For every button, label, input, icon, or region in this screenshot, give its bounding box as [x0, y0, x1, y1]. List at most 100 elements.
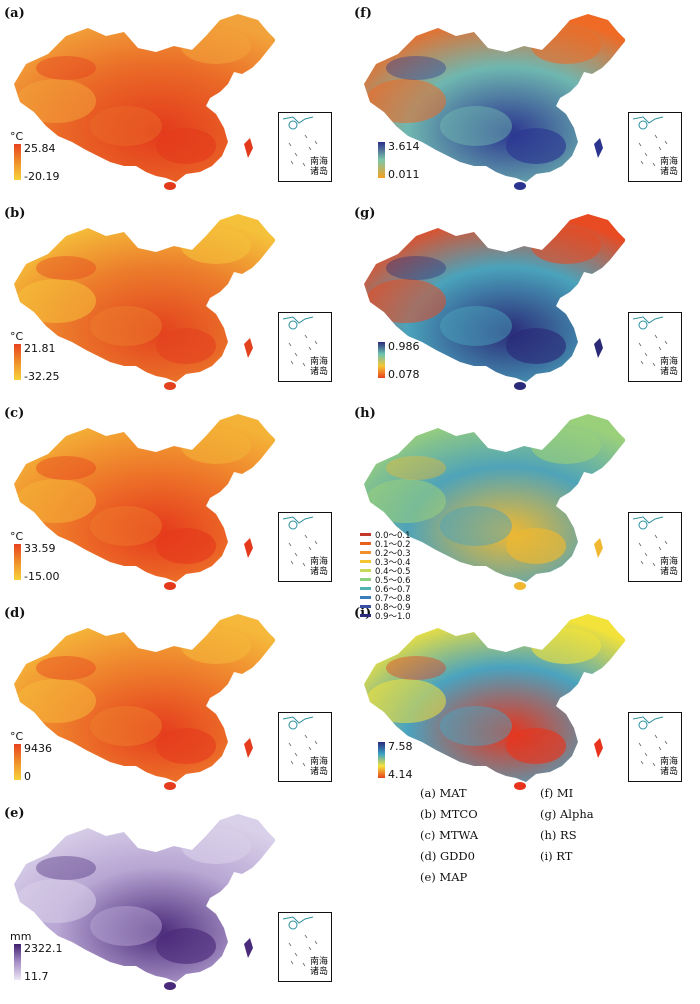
taiwan-island	[244, 338, 253, 358]
key-item: (c) MTWA	[420, 828, 479, 842]
legend-max-value: 7.58	[388, 740, 413, 753]
taiwan-island	[594, 338, 603, 358]
legend-color-bar	[14, 344, 21, 380]
class-legend-item: 0.3～0.4	[360, 557, 411, 568]
panel-label: (e)	[4, 806, 25, 821]
key-item: (i) RT	[540, 849, 573, 863]
color-legend: mm 2322.1 11.7	[10, 930, 80, 990]
panel-label: (a)	[4, 6, 25, 21]
color-legend: °C 33.59 -15.00	[10, 530, 80, 590]
china-map	[364, 614, 625, 790]
legend-max-value: 25.84	[24, 142, 56, 155]
class-legend-swatch	[360, 587, 371, 590]
taiwan-island	[244, 538, 253, 558]
taiwan-island	[594, 538, 603, 558]
south-china-sea-inset: 南海 诸岛	[278, 712, 332, 782]
class-legend-swatch	[360, 542, 371, 545]
china-map	[14, 214, 275, 390]
color-legend: °C 9436 0	[10, 730, 80, 790]
hainan-island	[164, 782, 176, 790]
china-map	[364, 414, 625, 590]
legend-min-value: 0	[24, 770, 31, 783]
class-legend-swatch	[360, 569, 371, 572]
inset-label: 南海 诸岛	[310, 357, 328, 377]
class-legend-label: 0.1～0.2	[375, 539, 411, 550]
taiwan-island	[244, 138, 253, 158]
legend-min-value: -32.25	[24, 370, 60, 383]
legend-max-value: 0.986	[388, 340, 420, 353]
south-china-sea-inset: 南海 诸岛	[628, 112, 682, 182]
map-panel-e: (e) 南海 诸岛 mm 2322.1 11.7	[0, 800, 340, 995]
color-legend: 3.614 0.011	[374, 140, 444, 200]
inset-label-line: 南海	[309, 157, 328, 167]
legend-color-bar	[378, 342, 385, 378]
key-item: (h) RS	[540, 828, 577, 842]
map-panel-f: (f) 南海 诸岛 3.614 0.011	[350, 0, 690, 195]
class-legend-item: 0.9～1.0	[360, 611, 411, 622]
legend-max-value: 21.81	[24, 342, 56, 355]
legend-unit: °C	[10, 130, 24, 143]
hainan-island	[164, 982, 176, 990]
legend-max-value: 33.59	[24, 542, 56, 555]
legend-unit: °C	[10, 530, 24, 543]
panel-label: (d)	[4, 606, 26, 621]
class-legend-item: 0.8～0.9	[360, 602, 411, 613]
inset-label-line: 南海	[309, 957, 328, 967]
class-legend-label: 0.2～0.3	[375, 548, 411, 559]
taiwan-island	[244, 738, 253, 758]
key-item: (e) MAP	[420, 870, 468, 884]
color-legend: 7.58 4.14	[374, 740, 444, 800]
hainan-island	[164, 582, 176, 590]
key-item: (b) MTCO	[420, 807, 478, 821]
class-legend-item: 0.7～0.8	[360, 593, 411, 604]
south-china-sea-inset: 南海 诸岛	[628, 512, 682, 582]
color-legend: 0.986 0.078	[374, 340, 444, 400]
inset-label: 南海 诸岛	[310, 157, 328, 177]
class-legend-item: 0.6～0.7	[360, 584, 411, 595]
panel-label: (i)	[354, 606, 371, 621]
map-panel-d: (d) 南海 诸岛 °C 9436 0	[0, 600, 340, 795]
inset-label: 南海 诸岛	[660, 357, 678, 377]
hainan-island	[514, 782, 526, 790]
map-panel-h: (h) 南海 诸岛	[350, 400, 690, 595]
class-legend-label: 0.9～1.0	[375, 611, 411, 622]
class-legend-label: 0.4～0.5	[375, 566, 411, 577]
panel-label: (h)	[354, 406, 376, 421]
legend-min-value: 0.011	[388, 168, 420, 181]
class-legend-item: 0.4～0.5	[360, 566, 411, 577]
south-china-sea-inset: 南海 诸岛	[278, 112, 332, 182]
legend-min-value: 11.7	[24, 970, 49, 983]
china-map	[14, 614, 275, 790]
class-legend-swatch	[360, 596, 371, 599]
taiwan-island	[594, 138, 603, 158]
inset-label: 南海 诸岛	[310, 757, 328, 777]
class-legend-h: 0.0～0.1 0.1～0.2 0.2～0.3 0.3～0.4 0.4～0.5 0.5～0…	[360, 530, 411, 622]
legend-color-bar	[14, 144, 21, 180]
class-legend-swatch	[360, 614, 371, 617]
south-china-sea-inset: 南海 诸岛	[278, 312, 332, 382]
inset-label-line: 诸岛	[309, 767, 328, 777]
south-china-sea-inset: 南海 诸岛	[628, 712, 682, 782]
color-legend: °C 25.84 -20.19	[10, 130, 80, 190]
hainan-island	[514, 382, 526, 390]
legend-min-value: 4.14	[388, 768, 413, 781]
class-legend-label: 0.3～0.4	[375, 557, 411, 568]
china-map	[14, 814, 275, 990]
hainan-island	[164, 382, 176, 390]
panel-label: (c)	[4, 406, 25, 421]
class-legend-label: 0.6～0.7	[375, 584, 411, 595]
key-item: (f) MI	[540, 786, 574, 800]
legend-min-value: 0.078	[388, 368, 420, 381]
taiwan-island	[594, 738, 603, 758]
legend-max-value: 3.614	[388, 140, 420, 153]
color-legend: °C 21.81 -32.25	[10, 330, 80, 390]
panel-label: (b)	[4, 206, 26, 221]
south-china-sea-inset: 南海 诸岛	[628, 312, 682, 382]
inset-label-line: 诸岛	[309, 567, 328, 577]
inset-label-line: 南海	[309, 357, 328, 367]
china-map	[364, 14, 625, 190]
class-legend-item: 0.1～0.2	[360, 539, 411, 550]
south-china-sea-inset: 南海 诸岛	[278, 912, 332, 982]
inset-label-line: 诸岛	[309, 967, 328, 977]
inset-label-line: 南海	[659, 757, 678, 767]
